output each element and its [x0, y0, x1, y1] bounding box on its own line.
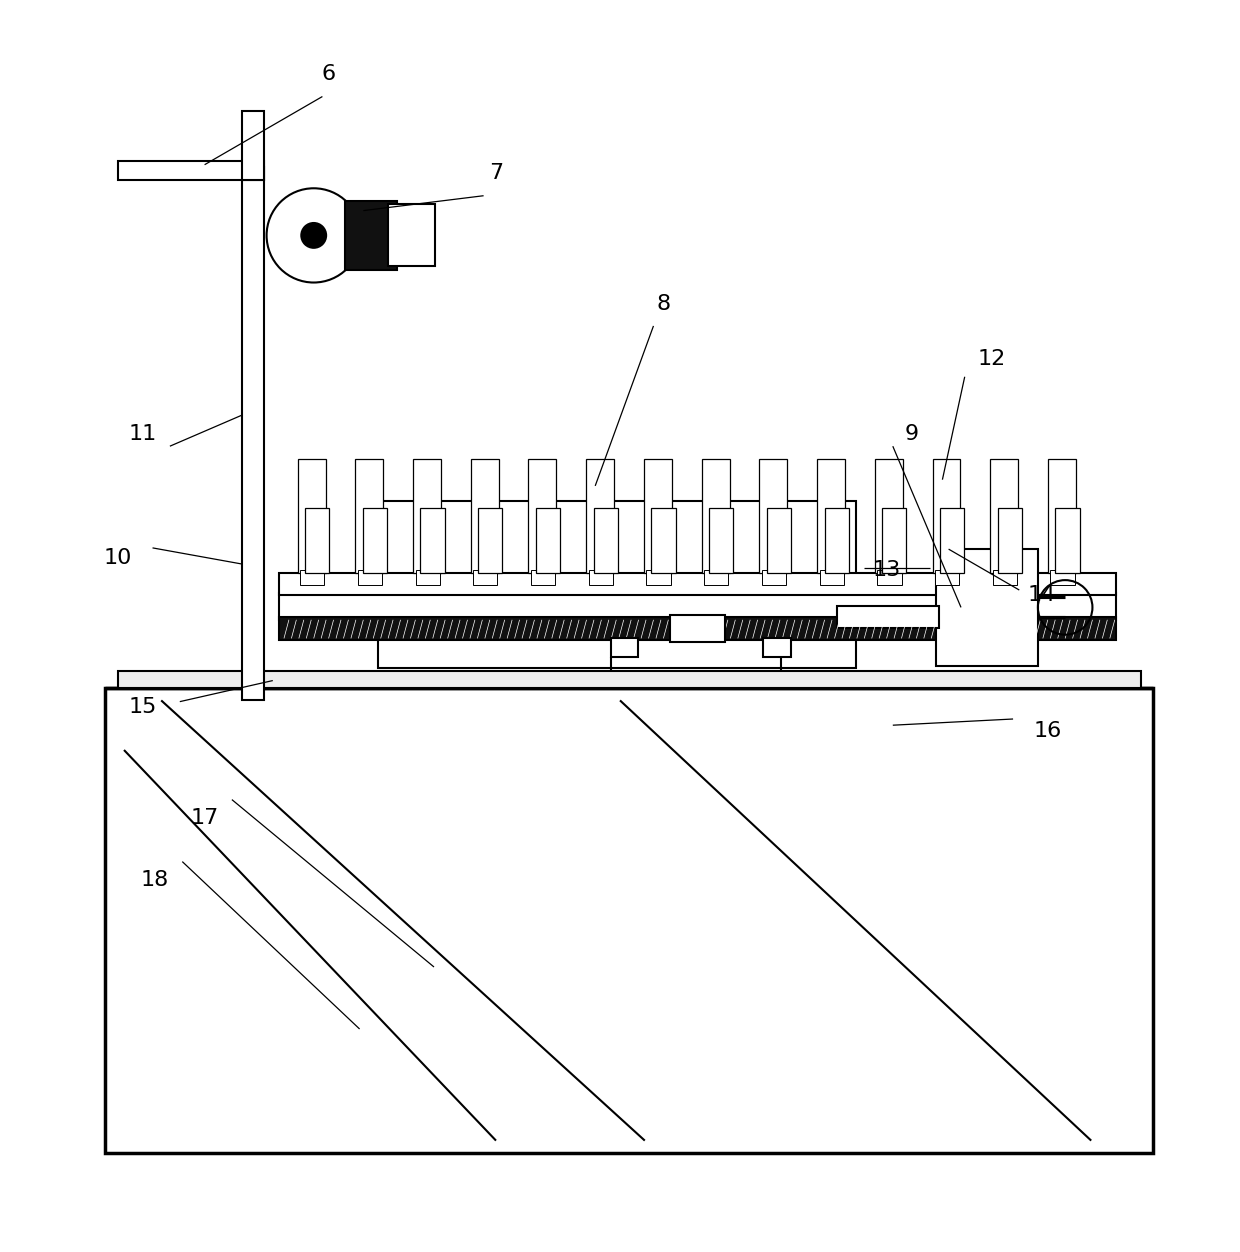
- Bar: [345, 200, 397, 270]
- Bar: [766, 508, 791, 572]
- Bar: [413, 458, 441, 572]
- Bar: [356, 458, 383, 572]
- Bar: [531, 570, 556, 585]
- Bar: [644, 458, 672, 572]
- Bar: [242, 111, 264, 179]
- Bar: [279, 572, 1116, 595]
- Text: 10: 10: [104, 548, 131, 568]
- Bar: [759, 458, 787, 572]
- Text: 16: 16: [1034, 721, 1061, 741]
- Text: 6: 6: [321, 64, 336, 84]
- Bar: [837, 606, 939, 629]
- Bar: [279, 617, 1116, 640]
- Text: 12: 12: [978, 349, 1006, 369]
- Bar: [883, 508, 906, 572]
- Bar: [378, 501, 856, 669]
- Bar: [118, 162, 264, 179]
- Bar: [536, 508, 560, 572]
- Bar: [1055, 508, 1080, 572]
- Text: 17: 17: [191, 809, 218, 829]
- Bar: [991, 458, 1018, 572]
- Bar: [279, 592, 1116, 620]
- Bar: [993, 570, 1017, 585]
- Bar: [242, 168, 264, 700]
- Circle shape: [301, 223, 326, 248]
- Bar: [587, 458, 614, 572]
- Bar: [611, 639, 639, 657]
- Text: 11: 11: [129, 423, 156, 443]
- Text: 9: 9: [904, 423, 919, 443]
- Bar: [528, 458, 557, 572]
- Text: 13: 13: [873, 560, 900, 580]
- Bar: [936, 550, 1038, 666]
- Bar: [300, 570, 325, 585]
- Bar: [702, 458, 729, 572]
- Bar: [817, 458, 844, 572]
- Text: 18: 18: [141, 870, 169, 890]
- Bar: [474, 570, 497, 585]
- Bar: [998, 508, 1022, 572]
- Bar: [363, 508, 387, 572]
- Bar: [764, 639, 791, 657]
- Bar: [388, 204, 435, 267]
- Bar: [646, 570, 671, 585]
- Bar: [420, 508, 445, 572]
- Bar: [875, 458, 903, 572]
- Bar: [589, 570, 613, 585]
- Bar: [298, 458, 325, 572]
- Bar: [761, 570, 786, 585]
- Bar: [670, 615, 724, 642]
- Bar: [415, 570, 440, 585]
- Bar: [651, 508, 676, 572]
- Bar: [105, 689, 1153, 1153]
- Bar: [1048, 458, 1076, 572]
- Bar: [825, 508, 848, 572]
- Bar: [305, 508, 330, 572]
- Bar: [1050, 570, 1075, 585]
- Text: 8: 8: [656, 294, 671, 313]
- Bar: [878, 570, 901, 585]
- Text: 14: 14: [1028, 585, 1055, 605]
- Bar: [594, 508, 618, 572]
- Bar: [935, 570, 960, 585]
- Bar: [820, 570, 843, 585]
- Bar: [479, 508, 502, 572]
- Bar: [118, 671, 1141, 689]
- Bar: [932, 458, 961, 572]
- Bar: [709, 508, 733, 572]
- Bar: [471, 458, 498, 572]
- Bar: [940, 508, 965, 572]
- Text: 15: 15: [129, 696, 156, 716]
- Bar: [358, 570, 382, 585]
- Text: 7: 7: [489, 164, 503, 183]
- Bar: [704, 570, 728, 585]
